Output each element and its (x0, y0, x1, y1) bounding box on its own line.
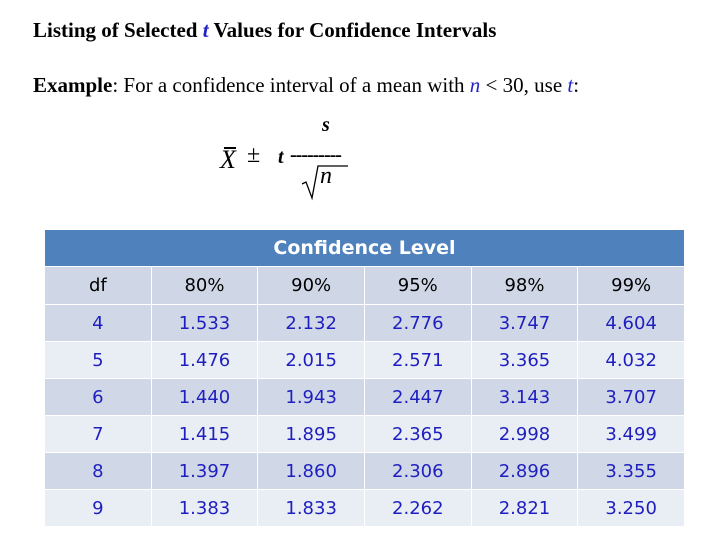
df-cell: 9 (44, 489, 152, 527)
table-row: 8 1.397 1.860 2.306 2.896 3.355 (44, 452, 685, 490)
t-value-cell: 3.747 (470, 304, 579, 342)
title-t-symbol: t (202, 18, 209, 42)
df-cell: 7 (44, 415, 152, 453)
df-cell: 6 (44, 378, 152, 416)
t-value-cell: 1.415 (150, 415, 259, 453)
table-row: 6 1.440 1.943 2.447 3.143 3.707 (44, 378, 685, 416)
t-value-cell: 1.383 (150, 489, 259, 527)
t-value-cell: 2.365 (363, 415, 472, 453)
t-value-cell: 3.365 (470, 341, 579, 379)
x-bar-overline (224, 147, 236, 149)
x-bar-symbol: X (220, 145, 236, 174)
example-label: Example (33, 73, 113, 97)
column-header-row: df 80% 90% 95% 98% 99% (44, 266, 685, 305)
t-value-cell: 2.447 (363, 378, 472, 416)
t-value-cell: 2.571 (363, 341, 472, 379)
t-value-cell: 2.998 (470, 415, 579, 453)
t-value-cell: 1.533 (150, 304, 259, 342)
t-value-cell: 1.895 (257, 415, 365, 453)
t-value-cell: 1.860 (257, 452, 365, 490)
fraction-bar: --------- (290, 144, 342, 166)
page-title: Listing of Selected t Values for Confide… (33, 18, 496, 43)
column-header: df (44, 266, 152, 305)
t-value-cell: 1.397 (150, 452, 259, 490)
t-value-cell: 2.015 (257, 341, 365, 379)
t-value-cell: 1.440 (150, 378, 259, 416)
df-cell: 8 (44, 452, 152, 490)
table-row: 5 1.476 2.015 2.571 3.365 4.032 (44, 341, 685, 379)
table-row: 4 1.533 2.132 2.776 3.747 4.604 (44, 304, 685, 342)
column-header: 99% (577, 266, 685, 305)
column-header: 98% (470, 266, 579, 305)
column-header: 90% (257, 266, 365, 305)
example-text-part: : (573, 73, 580, 97)
t-values-table: Confidence Level df 80% 90% 95% 98% 99% … (44, 229, 685, 527)
formula-n: n (320, 163, 332, 189)
t-value-cell: 2.896 (470, 452, 579, 490)
confidence-level-header: Confidence Level (44, 229, 685, 267)
t-value-cell: 1.943 (257, 378, 365, 416)
t-value-cell: 3.250 (577, 489, 685, 527)
table-row: 7 1.415 1.895 2.365 2.998 3.499 (44, 415, 685, 453)
df-cell: 4 (44, 304, 152, 342)
t-value-cell: 2.821 (470, 489, 579, 527)
table-row: 9 1.383 1.833 2.262 2.821 3.250 (44, 489, 685, 527)
confidence-interval-formula: X ± t --------- s n (220, 112, 380, 207)
t-symbol: t (567, 73, 574, 97)
df-cell: 5 (44, 341, 152, 379)
t-value-cell: 2.132 (257, 304, 365, 342)
column-header: 80% (150, 266, 259, 305)
t-value-cell: 3.355 (577, 452, 685, 490)
formula-s: s (322, 114, 330, 136)
t-value-cell: 2.262 (363, 489, 472, 527)
t-value-cell: 3.499 (577, 415, 685, 453)
t-value-cell: 2.776 (363, 304, 472, 342)
t-value-cell: 3.143 (470, 378, 579, 416)
t-value-cell: 3.707 (577, 378, 685, 416)
column-header: 95% (363, 266, 472, 305)
example-text-part: < 30, use (480, 73, 568, 97)
square-root-icon (301, 165, 348, 201)
title-text: Listing of Selected (33, 18, 203, 42)
t-value-cell: 2.306 (363, 452, 472, 490)
formula-t: t (278, 146, 284, 168)
t-value-cell: 1.833 (257, 489, 365, 527)
title-text-end: Values for Confidence Intervals (208, 18, 497, 42)
example-text: Example: For a confidence interval of a … (33, 73, 579, 98)
example-text-part: : For a confidence interval of a mean wi… (112, 73, 470, 97)
t-value-cell: 1.476 (150, 341, 259, 379)
t-value-cell: 4.032 (577, 341, 685, 379)
plus-minus-symbol: ± (247, 142, 261, 168)
n-symbol: n (469, 73, 481, 97)
t-value-cell: 4.604 (577, 304, 685, 342)
